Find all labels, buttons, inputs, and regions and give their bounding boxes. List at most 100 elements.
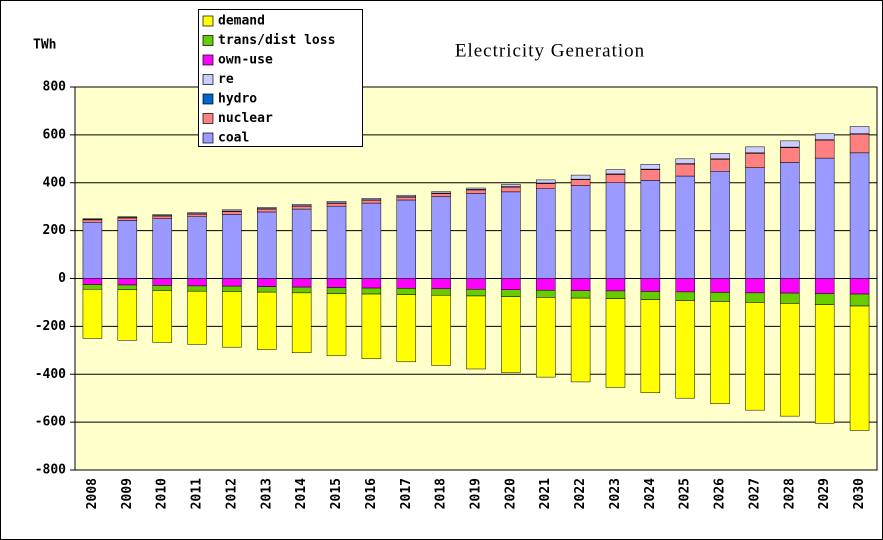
bar-segment — [291, 292, 312, 353]
x-tick-label: 2030 — [852, 478, 867, 509]
y-tick-label: 800 — [43, 80, 67, 95]
bar-segment — [117, 220, 138, 279]
bar-segment — [745, 302, 765, 411]
bar-segment — [396, 288, 417, 295]
bar-segment — [396, 194, 417, 197]
bar-segment — [710, 171, 730, 279]
bar-segment — [361, 278, 382, 289]
bar-segment — [82, 284, 103, 290]
legend-swatch — [202, 93, 214, 105]
bar-segment — [431, 288, 451, 296]
legend-swatch — [202, 15, 214, 27]
y-tick-label: -400 — [35, 367, 66, 382]
legend-label: nuclear — [218, 111, 273, 126]
y-tick-label: 600 — [43, 127, 67, 142]
bar-segment — [640, 169, 661, 181]
bar-segment — [849, 305, 870, 431]
bar-segment — [396, 278, 417, 289]
bar-segment — [466, 295, 486, 370]
bar-segment — [361, 287, 382, 295]
bar-segment — [745, 146, 765, 154]
legend-swatch — [202, 54, 214, 66]
legend-label: trans/dist loss — [218, 33, 335, 48]
bar-segment — [570, 179, 591, 186]
bar-segment — [675, 163, 695, 177]
bar-segment — [745, 153, 765, 168]
x-tick-label: 2026 — [713, 478, 728, 509]
bar-segment — [570, 278, 591, 291]
bar-segment — [675, 278, 695, 293]
legend-label: re — [218, 72, 234, 87]
legend-swatch — [202, 113, 214, 124]
bar-segment — [849, 126, 870, 134]
x-tick-label: 2017 — [399, 478, 414, 509]
bar-segment — [814, 293, 835, 305]
bar-segment — [152, 285, 172, 291]
bar-segment — [82, 221, 103, 279]
bar-segment — [745, 167, 765, 279]
bar-segment — [152, 290, 172, 343]
bar-segment — [82, 289, 103, 339]
legend-label: coal — [218, 131, 249, 146]
bar-segment — [605, 290, 626, 299]
x-tick-label: 2021 — [538, 478, 553, 509]
bar-segment — [291, 204, 312, 206]
bar-segment — [640, 278, 661, 292]
bar-segment — [361, 293, 382, 359]
bar-segment — [431, 196, 451, 279]
bar-segment — [187, 213, 207, 217]
bar-segment — [780, 292, 800, 304]
bar-segment — [535, 188, 556, 279]
bar-segment — [152, 215, 172, 219]
x-tick-label: 2012 — [224, 478, 239, 509]
x-tick-label: 2022 — [573, 478, 588, 509]
bar-segment — [466, 278, 486, 290]
bar-segment — [849, 133, 870, 154]
bar-segment — [640, 299, 661, 393]
bar-segment — [117, 284, 138, 291]
bar-segment — [570, 185, 591, 279]
x-tick-label: 2020 — [503, 478, 518, 509]
bar-segment — [326, 287, 347, 294]
bar-segment — [117, 278, 138, 286]
x-tick-label: 2023 — [608, 478, 623, 509]
bar-segment — [675, 300, 695, 399]
y-tick-label: -800 — [35, 463, 66, 478]
x-tick-label: 2027 — [747, 478, 762, 509]
bar-segment — [326, 278, 347, 288]
bar-segment — [222, 211, 242, 215]
bar-segment — [431, 191, 451, 194]
legend-box — [198, 9, 363, 147]
bar-segment — [222, 278, 242, 287]
bar-segment — [222, 209, 242, 212]
bar-segment — [501, 278, 521, 291]
bar-segment — [710, 159, 730, 172]
bar-segment — [501, 296, 521, 373]
bar-segment — [605, 174, 626, 183]
bar-segment — [675, 158, 695, 164]
bar-segment — [222, 291, 242, 348]
bar-segment — [326, 293, 347, 356]
bar-segment — [570, 297, 591, 383]
bar-segment — [501, 289, 521, 297]
bar-segment — [222, 285, 242, 292]
bar-segment — [396, 196, 417, 201]
legend-label: demand — [218, 14, 265, 29]
bar-segment — [257, 286, 277, 293]
bar-segment — [291, 208, 312, 279]
bar-segment — [501, 184, 521, 187]
bar-segment — [814, 139, 835, 159]
bar-segment — [361, 202, 382, 279]
bar-segment — [187, 212, 207, 214]
legend-swatch — [202, 35, 214, 46]
bar-segment — [710, 153, 730, 160]
bar-segment — [605, 169, 626, 175]
x-tick-label: 2029 — [817, 478, 832, 509]
bar-segment — [605, 278, 626, 292]
bar-segment — [117, 217, 138, 221]
bar-segment — [257, 291, 277, 350]
bar-segment — [187, 216, 207, 279]
bar-segment — [326, 201, 347, 204]
bar-segment — [501, 186, 521, 193]
